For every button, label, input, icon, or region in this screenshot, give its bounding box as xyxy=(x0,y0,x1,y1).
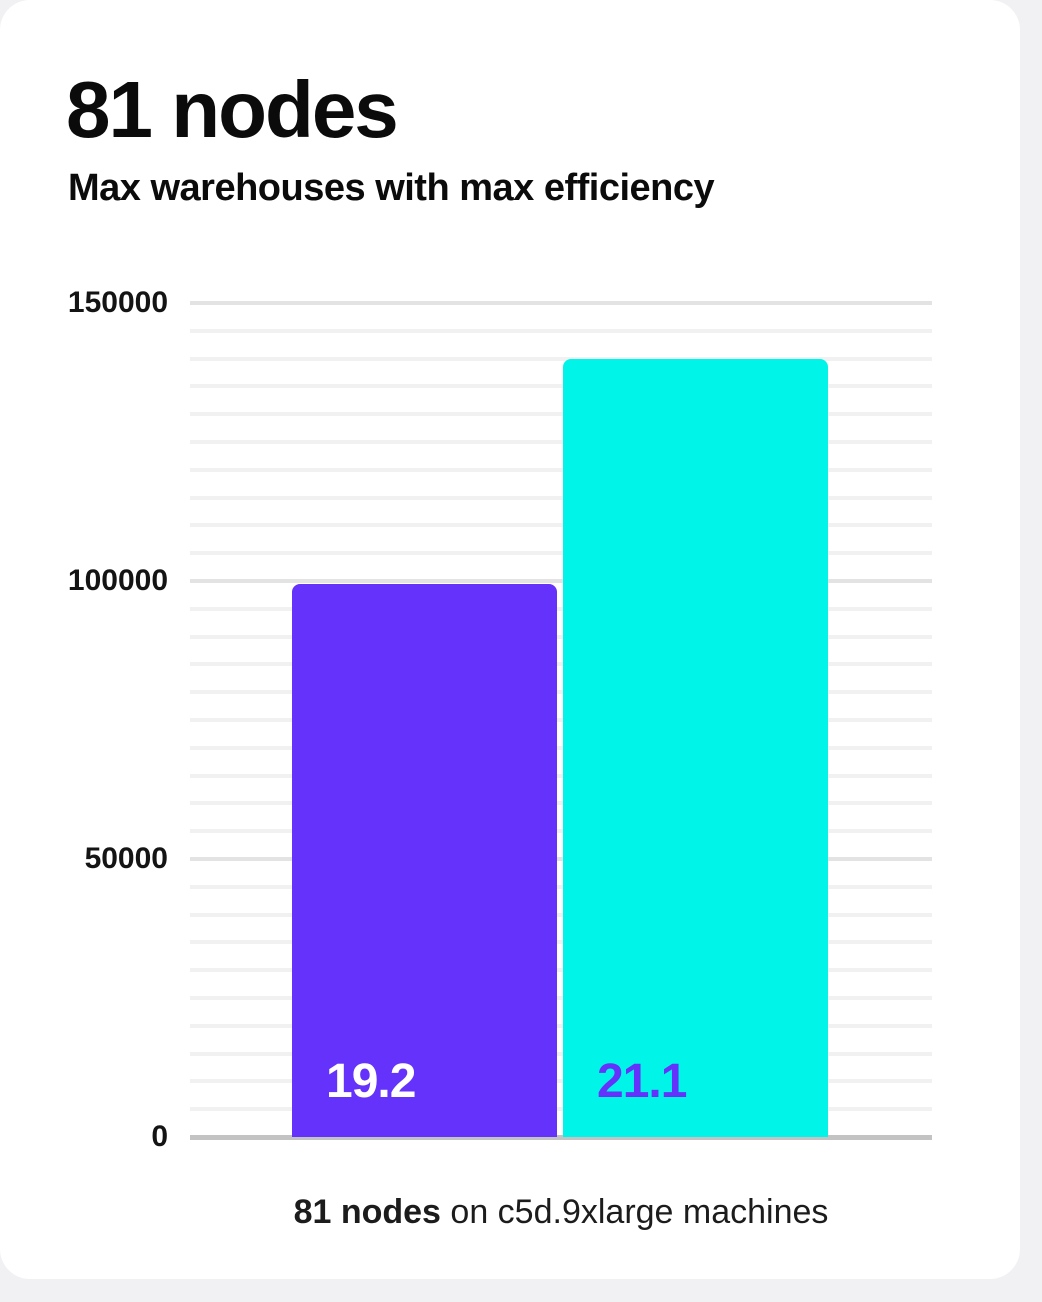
gridline-minor xyxy=(190,356,932,361)
gridline-minor xyxy=(190,495,932,500)
chart-card: 81 nodes Max warehouses with max efficie… xyxy=(0,0,1020,1279)
gridline-major xyxy=(190,579,932,583)
bar-19.2: 19.2 xyxy=(292,584,557,1137)
gridline-minor xyxy=(190,996,932,1000)
gridline-minor xyxy=(190,1023,932,1028)
plot-area: 19.2 21.1 xyxy=(190,301,932,1140)
y-tick-label: 150000 xyxy=(67,286,168,319)
bar-value-label: 21.1 xyxy=(597,1055,687,1108)
page-subtitle: Max warehouses with max efficiency xyxy=(68,167,715,209)
gridline-minor xyxy=(190,467,932,472)
gridline-minor xyxy=(190,968,932,973)
gridline-minor xyxy=(190,745,932,750)
y-tick-label: 0 xyxy=(151,1120,168,1153)
y-tick-label: 100000 xyxy=(67,564,168,597)
caption-bold-text: 81 nodes xyxy=(293,1193,441,1231)
gridline-major xyxy=(190,301,932,305)
gridline-minor xyxy=(190,412,932,417)
chart-caption: 81 nodes on c5d.9xlarge machines xyxy=(190,1193,932,1232)
gridline-minor xyxy=(190,1051,932,1056)
gridline-minor xyxy=(190,551,932,556)
gridline-minor xyxy=(190,1107,932,1112)
gridline-minor xyxy=(190,440,932,444)
gridline-minor xyxy=(190,328,932,333)
gridline-minor xyxy=(190,662,932,667)
gridline-minor xyxy=(190,690,932,695)
gridline-minor xyxy=(190,940,932,945)
y-tick-label: 50000 xyxy=(84,842,168,875)
gridline-minor xyxy=(190,718,932,722)
gridline-major xyxy=(190,857,932,861)
x-axis-line xyxy=(190,1135,932,1140)
gridline-minor xyxy=(190,384,932,389)
gridline-minor xyxy=(190,1079,932,1084)
page-title: 81 nodes xyxy=(66,65,399,154)
gridline-minor xyxy=(190,634,932,639)
gridline-minor xyxy=(190,829,932,834)
bar-value-label: 19.2 xyxy=(326,1055,416,1108)
gridline-minor xyxy=(190,912,932,917)
bar-21.1: 21.1 xyxy=(563,359,828,1137)
gridline-minor xyxy=(190,606,932,611)
caption-regular-text: on c5d.9xlarge machines xyxy=(440,1193,829,1231)
gridline-minor xyxy=(190,801,932,806)
gridline-minor xyxy=(190,523,932,528)
gridline-minor xyxy=(190,773,932,778)
gridline-minor xyxy=(190,884,932,889)
